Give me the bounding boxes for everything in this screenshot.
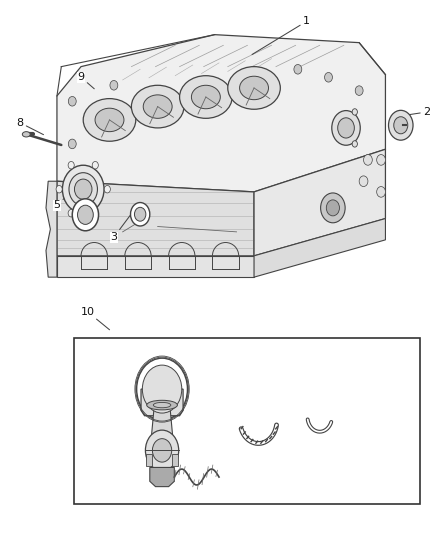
Circle shape [104, 185, 110, 193]
Ellipse shape [69, 173, 97, 206]
Circle shape [68, 96, 76, 106]
Text: 1: 1 [252, 17, 310, 54]
Circle shape [389, 110, 413, 140]
Ellipse shape [191, 85, 220, 109]
Polygon shape [254, 149, 385, 256]
Circle shape [78, 205, 93, 224]
Text: 8: 8 [16, 118, 43, 135]
Circle shape [131, 203, 150, 226]
Polygon shape [57, 256, 254, 277]
Circle shape [110, 80, 118, 90]
Circle shape [152, 439, 172, 462]
Circle shape [359, 176, 368, 187]
Circle shape [68, 161, 74, 169]
Polygon shape [57, 181, 254, 256]
Ellipse shape [240, 76, 268, 100]
Circle shape [377, 155, 385, 165]
Circle shape [68, 139, 76, 149]
Circle shape [325, 72, 332, 82]
Ellipse shape [332, 111, 360, 146]
Circle shape [92, 161, 98, 169]
Circle shape [321, 193, 345, 223]
Circle shape [72, 199, 99, 231]
Circle shape [142, 365, 182, 413]
Polygon shape [150, 467, 174, 487]
Ellipse shape [83, 99, 136, 141]
Circle shape [92, 209, 98, 217]
Ellipse shape [228, 67, 280, 109]
Text: 5: 5 [53, 189, 74, 210]
Circle shape [134, 207, 146, 221]
Circle shape [377, 187, 385, 197]
Circle shape [294, 64, 302, 74]
Circle shape [355, 86, 363, 95]
Ellipse shape [180, 76, 232, 118]
Text: 9: 9 [78, 72, 94, 89]
Ellipse shape [153, 402, 171, 408]
Circle shape [68, 209, 74, 217]
Bar [146, 454, 152, 466]
Ellipse shape [143, 95, 172, 118]
Ellipse shape [352, 141, 357, 147]
Circle shape [326, 200, 339, 216]
Text: 10: 10 [81, 307, 110, 330]
Polygon shape [57, 35, 385, 192]
Circle shape [137, 358, 187, 420]
Circle shape [145, 430, 179, 471]
Ellipse shape [95, 108, 124, 132]
Polygon shape [46, 181, 57, 277]
Ellipse shape [352, 109, 357, 115]
Circle shape [394, 117, 408, 134]
Polygon shape [141, 389, 183, 416]
Bar [74, 338, 420, 504]
Ellipse shape [74, 179, 92, 199]
Ellipse shape [22, 132, 30, 137]
Ellipse shape [62, 165, 104, 213]
Ellipse shape [147, 400, 177, 410]
Text: 11: 11 [94, 384, 122, 394]
Text: 2: 2 [395, 107, 431, 117]
Ellipse shape [131, 85, 184, 128]
Bar [172, 454, 178, 466]
Ellipse shape [338, 118, 354, 138]
Polygon shape [148, 407, 176, 448]
Circle shape [56, 185, 62, 193]
Circle shape [364, 155, 372, 165]
Text: 3: 3 [110, 210, 134, 242]
Polygon shape [254, 219, 385, 277]
Text: 12: 12 [213, 380, 230, 390]
